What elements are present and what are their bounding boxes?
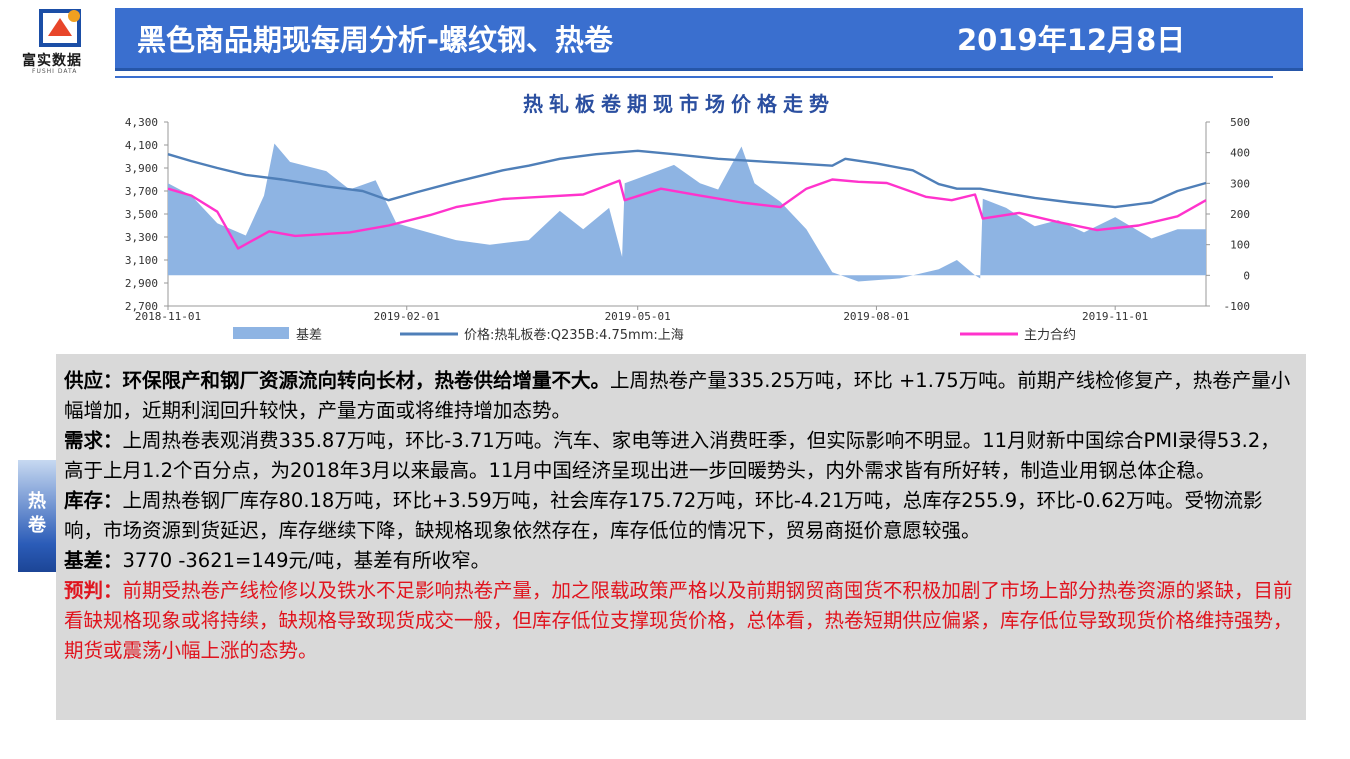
forecast-text: 前期受热卷产线检修以及铁水不足影响热卷产量，加之限载政策严格以及前期钢贸商囤货不… — [64, 579, 1293, 662]
section-tab: 热卷 — [18, 460, 56, 572]
supply-label: 供应： — [64, 369, 123, 392]
chart-title: 热轧板卷期现市场价格走势 — [523, 92, 835, 116]
inventory-paragraph: 库存：上周热卷钢厂库存80.18万吨，环比+3.59万吨，社会库存175.72万… — [64, 486, 1298, 546]
demand-paragraph: 需求：上周热卷表观消费335.87万吨，环比-3.71万吨。汽车、家电等进入消费… — [64, 426, 1298, 486]
right-tick-label: 0 — [1243, 269, 1250, 282]
report-date: 2019年12月8日 — [957, 23, 1186, 57]
inventory-label: 库存： — [64, 489, 123, 512]
x-tick-label: 2019-11-01 — [1082, 310, 1148, 323]
legend-basis-label: 基差 — [296, 328, 322, 343]
commentary-text: 供应：环保限产和钢厂资源流向转向长材，热卷供给增量不大。上周热卷产量335.25… — [64, 366, 1298, 666]
company-logo: 富实数据 FUSHI DATA — [8, 6, 112, 75]
left-tick-label: 3,100 — [125, 254, 158, 267]
logo-subtext: FUSHI DATA — [32, 68, 78, 75]
header-divider — [115, 76, 1273, 78]
right-tick-label: 500 — [1230, 116, 1250, 129]
right-tick-label: 300 — [1230, 177, 1250, 190]
basis-text: 3770 -3621=149元/吨，基差有所收窄。 — [122, 549, 491, 572]
chart-canvas: 4,300 4,100 3,900 3,700 3,500 3,300 3,100 2,900… — [125, 116, 1251, 343]
left-tick-label: 2,700 — [125, 300, 158, 313]
chart-title-wrap: 热轧板卷期现市场价格走势 — [48, 88, 1310, 117]
left-tick-label: 3,900 — [125, 162, 158, 175]
section-tab-label: 热卷 — [28, 491, 46, 536]
spot-price-line — [167, 149, 1207, 209]
left-tick-label: 3,300 — [125, 231, 158, 244]
x-tick-label: 2019-08-01 — [843, 310, 909, 323]
supply-headline: 环保限产和钢厂资源流向转向长材，热卷供给增量不大。 — [122, 369, 611, 392]
left-tick-label: 4,100 — [125, 139, 158, 152]
forecast-label: 预判： — [64, 579, 123, 602]
logo-text: 富实数据 — [22, 53, 82, 69]
commentary-panel: 供应：环保限产和钢厂资源流向转向长材，热卷供给增量不大。上周热卷产量335.25… — [56, 354, 1306, 720]
left-tick-label: 2,900 — [125, 277, 158, 290]
x-tick-label: 2018-11-01 — [135, 310, 201, 323]
legend-basis-swatch — [233, 327, 289, 339]
price-chart: 4,300 4,100 3,900 3,700 3,500 3,300 3,100 2,900… — [48, 84, 1310, 350]
legend-spot-label: 价格:热轧板卷:Q235B:4.75mm:上海 — [464, 327, 684, 343]
basis-area-series — [168, 143, 1206, 282]
left-tick-label: 4,300 — [125, 116, 158, 129]
demand-text: 上周热卷表观消费335.87万吨，环比-3.71万吨。汽车、家电等进入消费旺季，… — [64, 429, 1280, 482]
inventory-text: 上周热卷钢厂库存80.18万吨，环比+3.59万吨，社会库存175.72万吨，环… — [64, 489, 1263, 542]
forecast-paragraph: 预判：前期受热卷产线检修以及铁水不足影响热卷产量，加之限载政策严格以及前期钢贸商… — [64, 576, 1298, 666]
right-tick-label: 100 — [1230, 239, 1250, 252]
supply-paragraph: 供应：环保限产和钢厂资源流向转向长材，热卷供给增量不大。上周热卷产量335.25… — [64, 366, 1298, 426]
right-tick-label: 200 — [1230, 208, 1250, 221]
right-tick-label: 400 — [1230, 147, 1250, 160]
x-tick-label: 2019-05-01 — [605, 310, 671, 323]
left-tick-label: 3,500 — [125, 208, 158, 221]
futures-contract-line — [167, 178, 1207, 250]
demand-label: 需求： — [64, 429, 123, 452]
page-title: 黑色商品期现每周分析-螺纹钢、热卷 — [137, 23, 614, 57]
basis-paragraph: 基差：3770 -3621=149元/吨，基差有所收窄。 — [64, 546, 1298, 576]
basis-label: 基差： — [64, 549, 123, 572]
right-tick-label: -100 — [1224, 300, 1251, 313]
left-tick-label: 3,700 — [125, 185, 158, 198]
x-tick-label: 2019-02-01 — [374, 310, 440, 323]
legend-futures-label: 主力合约 — [1024, 328, 1076, 343]
logo-mark-icon — [39, 9, 81, 47]
header-banner: 黑色商品期现每周分析-螺纹钢、热卷 2019年12月8日 — [115, 8, 1303, 71]
supply-text: 上周热卷产量335.25万吨，环比 +1.75万吨。前期产线检修复产，热卷产量小… — [64, 369, 1291, 422]
